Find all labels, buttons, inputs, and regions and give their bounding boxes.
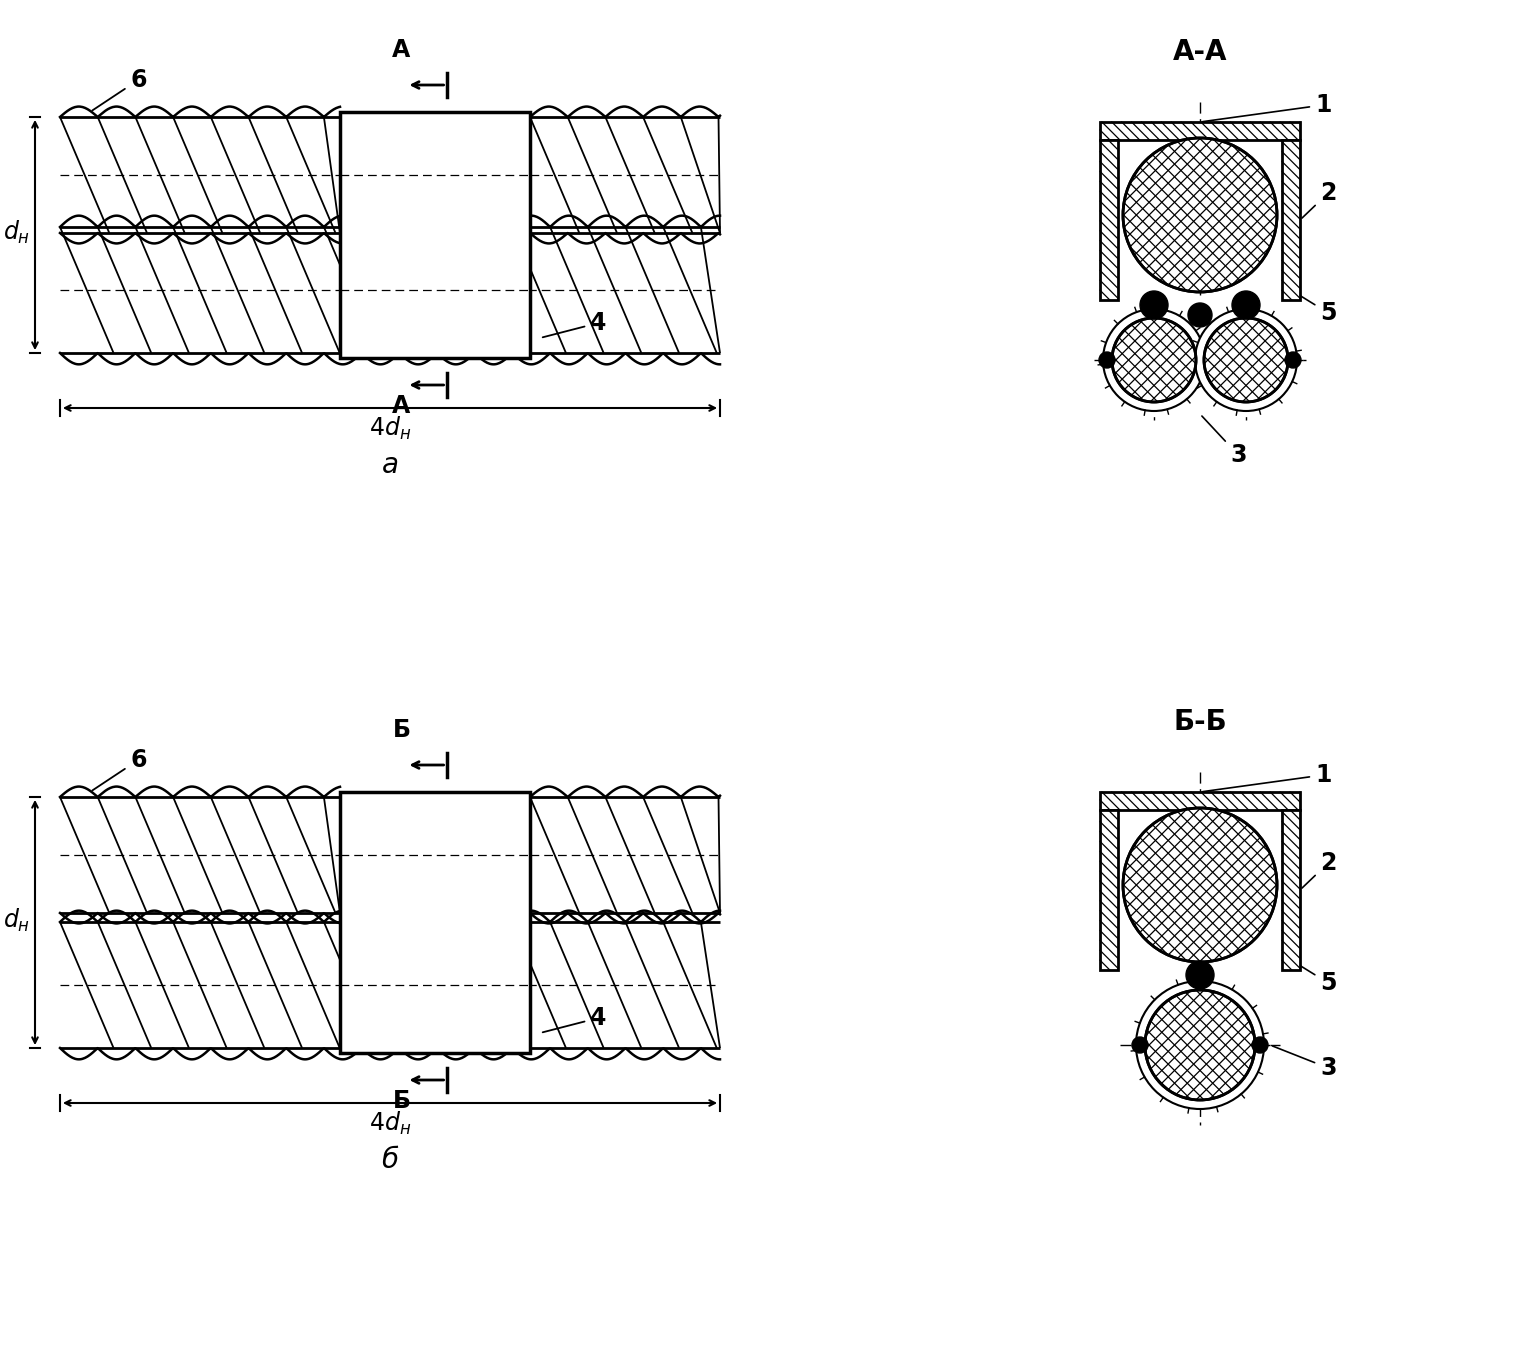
Text: 5: 5: [1294, 962, 1337, 995]
Text: $4d_{н}$: $4d_{н}$: [369, 415, 411, 443]
Circle shape: [1189, 303, 1212, 327]
Text: 1: 1: [1202, 763, 1332, 792]
Text: $4d_{н}$: $4d_{н}$: [369, 1110, 411, 1137]
Circle shape: [1285, 352, 1301, 369]
Circle shape: [1140, 290, 1167, 319]
Circle shape: [1113, 318, 1196, 401]
Bar: [1100, 792, 1300, 810]
Text: б: б: [381, 1145, 399, 1174]
Circle shape: [1145, 991, 1254, 1100]
Circle shape: [1123, 138, 1277, 292]
Text: 4: 4: [543, 311, 607, 337]
Circle shape: [1123, 808, 1277, 962]
Text: $d_{н}$: $d_{н}$: [3, 907, 30, 933]
Circle shape: [1103, 310, 1205, 411]
Bar: [1100, 122, 1300, 140]
Text: а: а: [381, 451, 398, 479]
Text: 3: 3: [1273, 1047, 1337, 1080]
Text: 2: 2: [1301, 851, 1337, 888]
Circle shape: [1132, 1037, 1148, 1054]
Text: 1: 1: [1202, 93, 1332, 122]
Text: Б: Б: [393, 1089, 410, 1112]
Text: Б: Б: [393, 718, 410, 743]
Circle shape: [1204, 318, 1288, 401]
Text: А: А: [392, 395, 410, 418]
Bar: [1100, 810, 1119, 970]
Text: Б-Б: Б-Б: [1173, 708, 1227, 736]
Text: А-А: А-А: [1173, 38, 1227, 66]
Bar: [1100, 140, 1119, 300]
Text: 2: 2: [1301, 181, 1337, 218]
Circle shape: [1253, 1037, 1268, 1054]
Circle shape: [1186, 960, 1215, 989]
Circle shape: [1099, 352, 1116, 369]
Bar: [1282, 140, 1300, 300]
Text: 5: 5: [1294, 292, 1337, 325]
Text: $d_{н}$: $d_{н}$: [3, 219, 30, 247]
Circle shape: [1135, 981, 1263, 1108]
Text: 6: 6: [93, 748, 146, 790]
Bar: [1282, 810, 1300, 970]
Text: 3: 3: [1202, 416, 1247, 467]
Text: 6: 6: [93, 68, 146, 111]
Text: 4: 4: [543, 1006, 607, 1033]
Circle shape: [1231, 290, 1260, 319]
Circle shape: [1195, 310, 1297, 411]
Text: А: А: [392, 38, 410, 62]
Bar: [340, 792, 530, 1054]
Bar: [340, 112, 530, 358]
